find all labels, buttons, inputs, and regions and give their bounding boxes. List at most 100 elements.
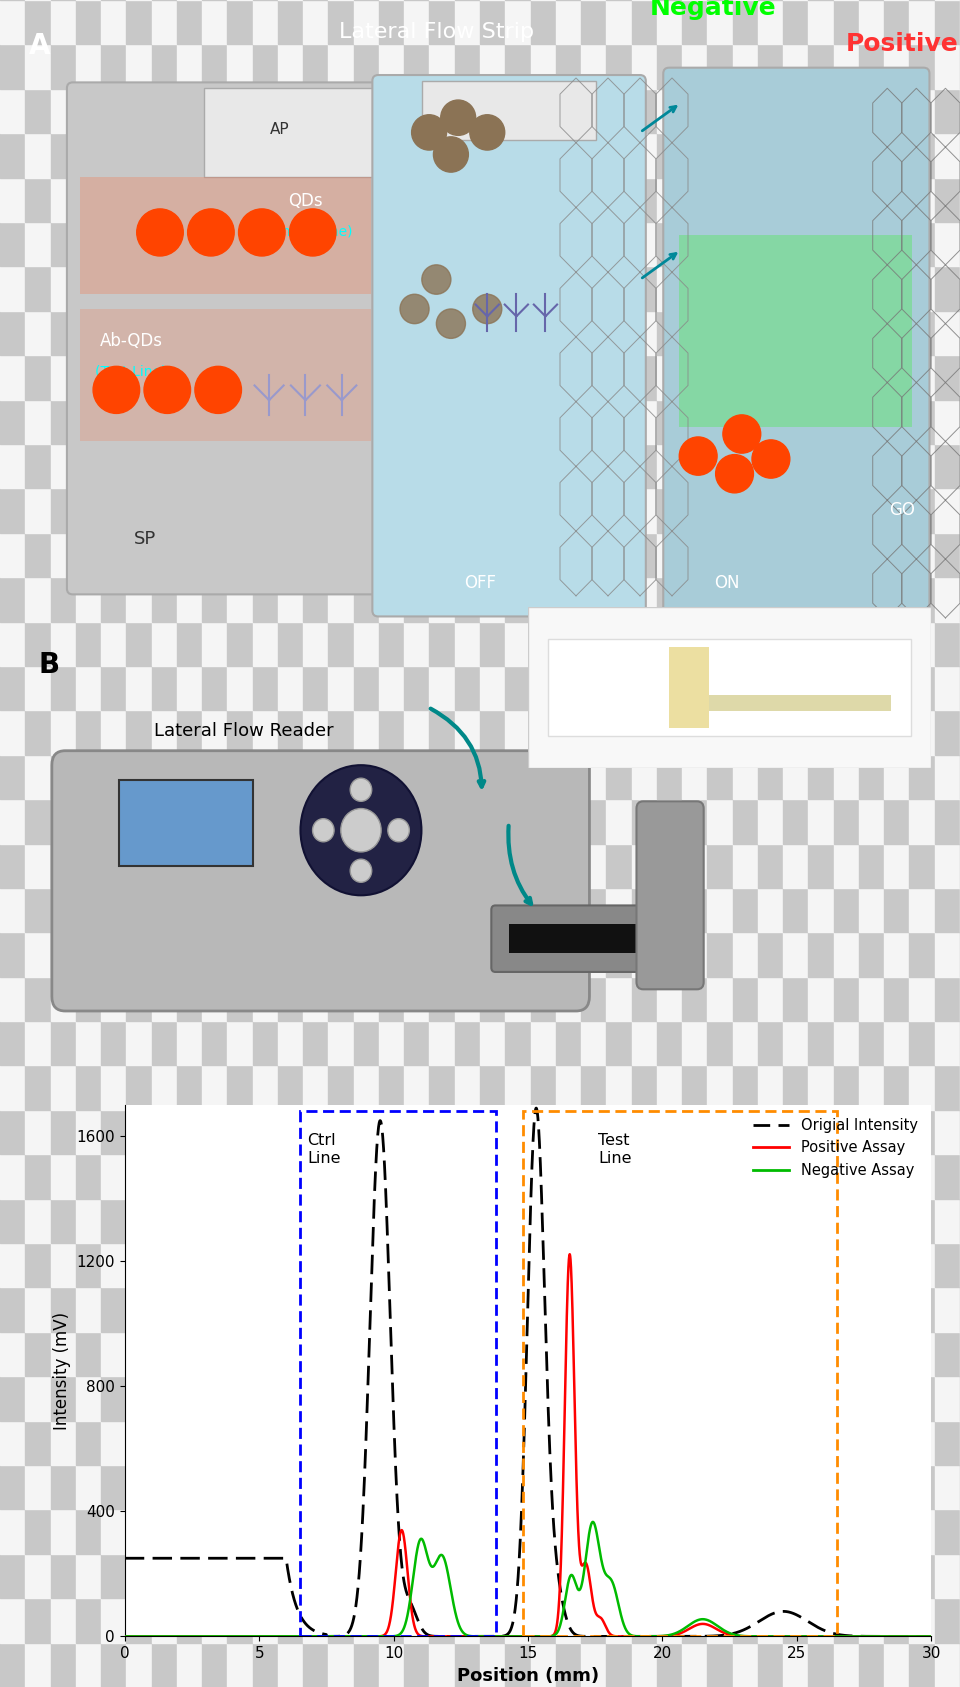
Bar: [177, 754, 203, 800]
Bar: [732, 887, 757, 933]
Bar: [505, 223, 531, 267]
Bar: [480, 844, 505, 887]
Bar: [505, 0, 531, 44]
Bar: [152, 621, 177, 666]
Bar: [353, 488, 379, 533]
Bar: [607, 1110, 632, 1154]
Bar: [708, 488, 732, 533]
Bar: [152, 310, 177, 356]
Positive Assay: [643, 1626, 655, 1647]
Bar: [127, 710, 152, 754]
Bar: [607, 577, 632, 621]
Bar: [76, 1066, 101, 1110]
Bar: [25, 488, 51, 533]
Bar: [531, 977, 556, 1021]
Bar: [581, 577, 607, 621]
Bar: [127, 89, 152, 133]
Bar: [203, 0, 228, 44]
Bar: [632, 1066, 657, 1110]
Bar: [783, 133, 808, 177]
Bar: [127, 666, 152, 710]
Bar: [935, 444, 960, 488]
Bar: [884, 1199, 909, 1243]
Bar: [783, 44, 808, 89]
Bar: [404, 887, 429, 933]
Bar: [505, 444, 531, 488]
Bar: [277, 400, 303, 444]
Bar: [455, 1331, 480, 1377]
Bar: [455, 1420, 480, 1464]
Bar: [152, 666, 177, 710]
Bar: [669, 648, 709, 727]
Bar: [203, 310, 228, 356]
Bar: [531, 1510, 556, 1554]
Bar: [935, 1598, 960, 1643]
Bar: [76, 887, 101, 933]
Bar: [732, 488, 757, 533]
Bar: [51, 1199, 76, 1243]
Bar: [581, 1464, 607, 1510]
Bar: [808, 1554, 833, 1598]
Bar: [935, 44, 960, 89]
Bar: [25, 577, 51, 621]
Bar: [101, 400, 127, 444]
Bar: [25, 933, 51, 977]
Bar: [657, 1598, 683, 1643]
Bar: [548, 639, 911, 736]
Bar: [783, 177, 808, 223]
Bar: [808, 1243, 833, 1287]
Bar: [303, 577, 328, 621]
Bar: [51, 1377, 76, 1420]
Bar: [177, 1154, 203, 1199]
Bar: [556, 310, 581, 356]
Bar: [277, 1464, 303, 1510]
Bar: [732, 89, 757, 133]
Circle shape: [136, 209, 183, 256]
Bar: [203, 133, 228, 177]
Bar: [607, 800, 632, 844]
Bar: [708, 800, 732, 844]
Bar: [757, 267, 783, 310]
Bar: [328, 1420, 353, 1464]
Bar: [152, 89, 177, 133]
Bar: [935, 1066, 960, 1110]
Bar: [328, 310, 353, 356]
Negative Assay: [119, 1626, 131, 1647]
Bar: [531, 1331, 556, 1377]
Bar: [76, 133, 101, 177]
Bar: [303, 1021, 328, 1066]
Negative Assay: [266, 1626, 277, 1647]
Bar: [884, 177, 909, 223]
Bar: [531, 310, 556, 356]
Bar: [353, 1464, 379, 1510]
Bar: [531, 177, 556, 223]
Bar: [783, 310, 808, 356]
Bar: [480, 488, 505, 533]
Bar: [833, 223, 859, 267]
Bar: [632, 1598, 657, 1643]
Bar: [379, 1464, 404, 1510]
Bar: [404, 0, 429, 44]
Bar: [833, 1464, 859, 1510]
Bar: [531, 400, 556, 444]
Bar: [252, 1464, 277, 1510]
Bar: [757, 621, 783, 666]
Bar: [909, 488, 935, 533]
Bar: [632, 710, 657, 754]
Bar: [152, 267, 177, 310]
Bar: [51, 356, 76, 400]
Bar: [25, 356, 51, 400]
Bar: [708, 1598, 732, 1643]
Bar: [0, 1110, 25, 1154]
Circle shape: [93, 366, 139, 413]
Bar: [101, 223, 127, 267]
Bar: [581, 1377, 607, 1420]
Bar: [277, 1510, 303, 1554]
Bar: [203, 1066, 228, 1110]
Bar: [556, 1554, 581, 1598]
Bar: [783, 267, 808, 310]
Bar: [152, 177, 177, 223]
Bar: [757, 1066, 783, 1110]
Bar: [127, 933, 152, 977]
Bar: [228, 267, 252, 310]
